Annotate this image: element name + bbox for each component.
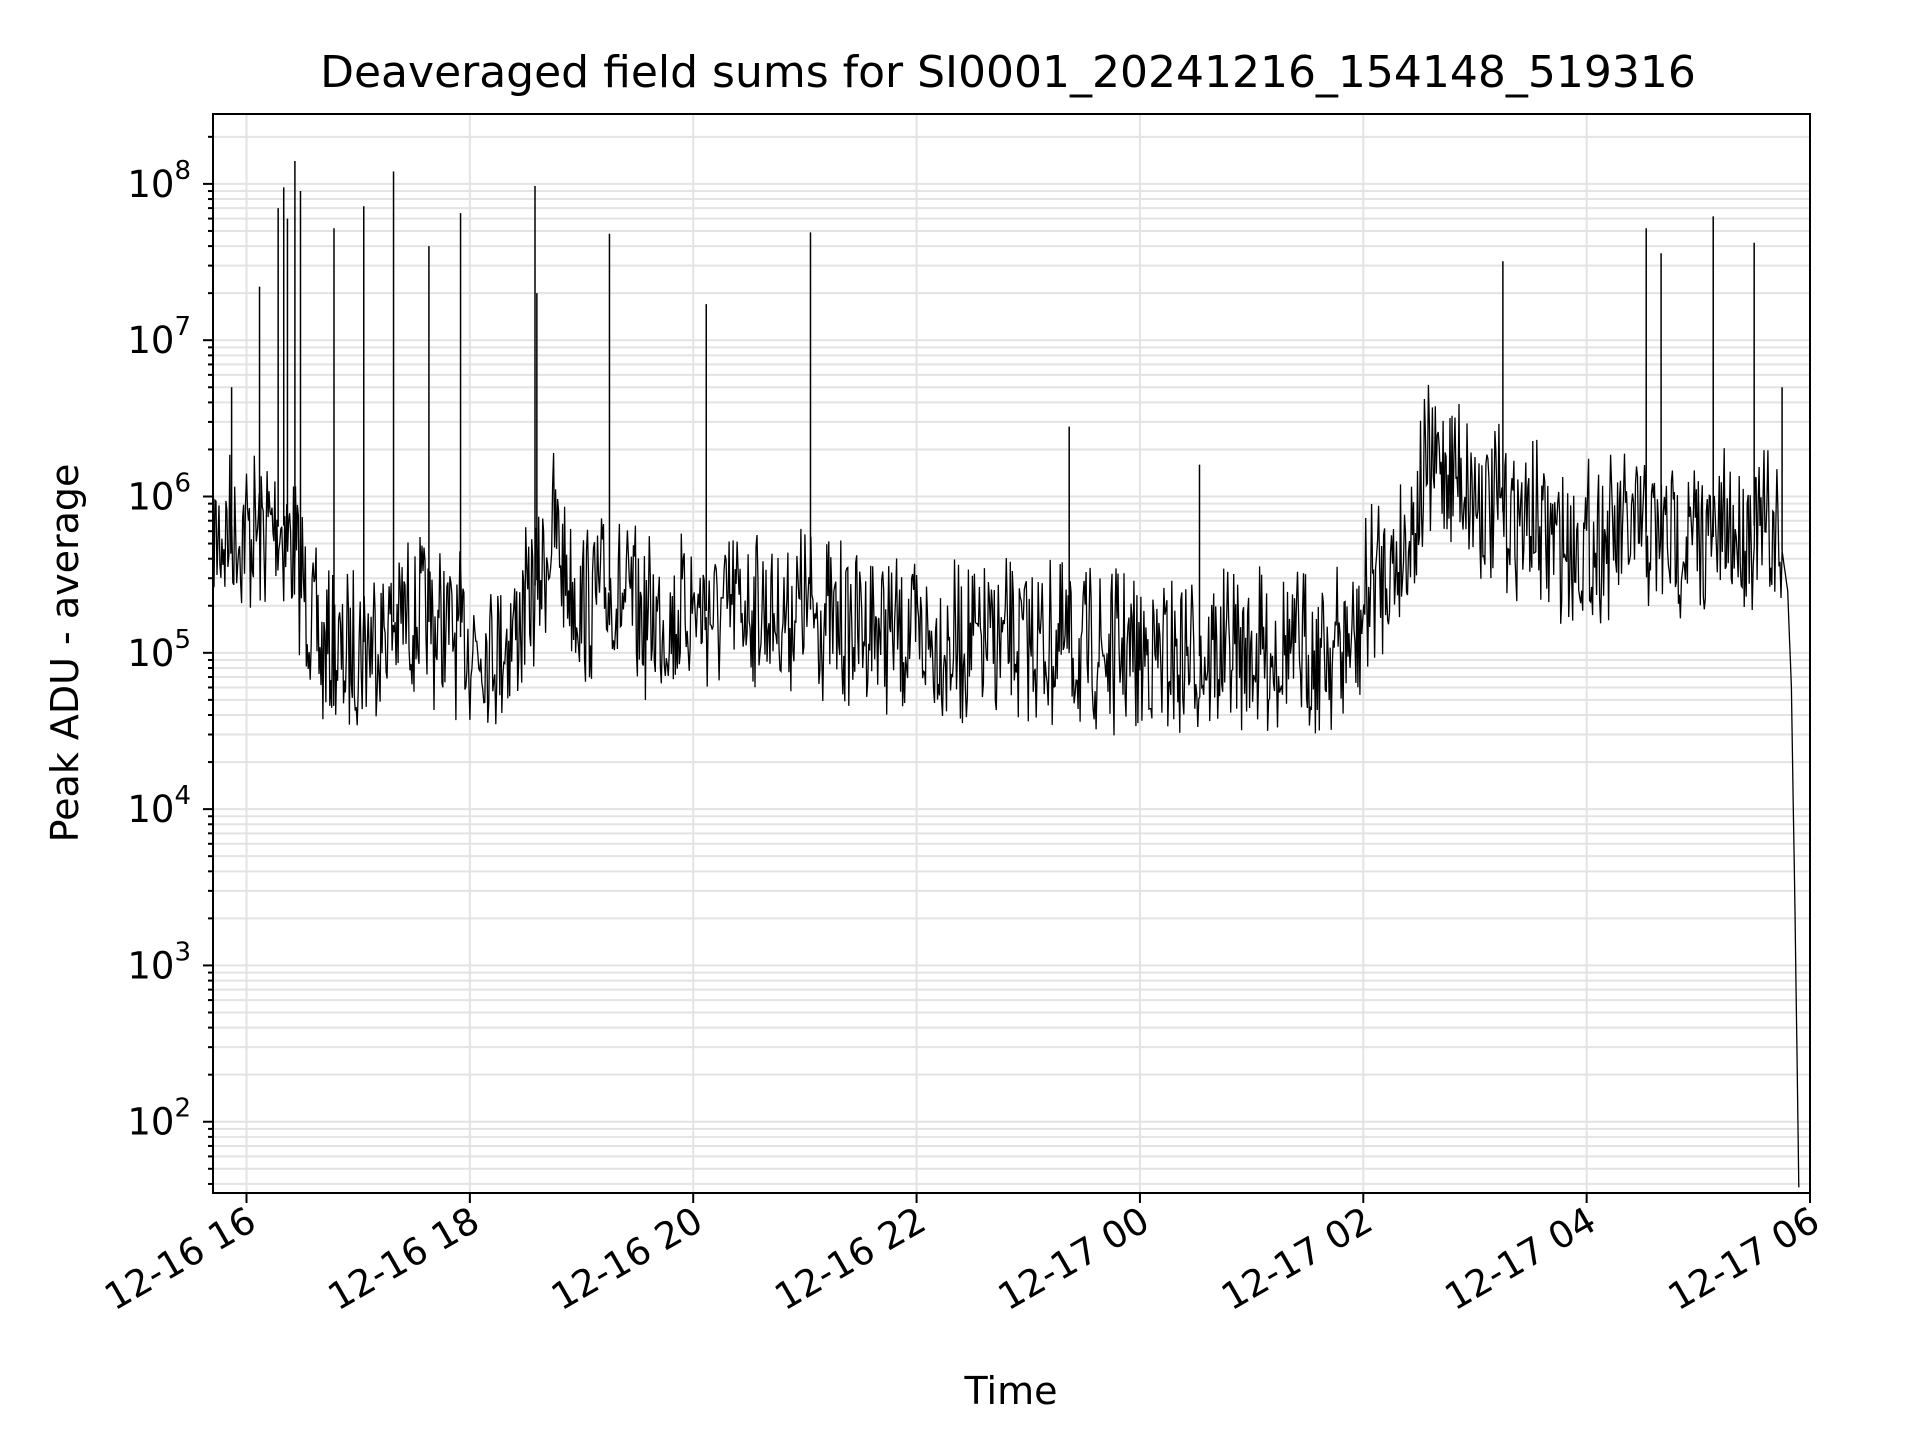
- x-axis: 12-16 16 12-16 18 12-16 20 12-16 22 12-17 00…: [97, 1193, 1827, 1319]
- y-tick-base: 10: [127, 163, 174, 206]
- plot-area: [213, 161, 1800, 1188]
- x-tick-label: 12-17 02: [1214, 1199, 1380, 1319]
- series-line: [213, 384, 1800, 1188]
- y-tick-label: 103: [127, 937, 191, 987]
- y-tick-label: 106: [127, 469, 191, 519]
- y-tick-exponent: 6: [174, 469, 191, 499]
- y-axis-label: Peak ADU - average: [43, 464, 87, 843]
- y-tick-label: 105: [127, 625, 191, 675]
- y-tick-base: 10: [127, 788, 174, 831]
- x-tick-label: 12-17 04: [1438, 1199, 1604, 1319]
- y-tick-exponent: 3: [174, 937, 191, 967]
- y-tick-label: 107: [127, 312, 191, 362]
- y-tick-base: 10: [127, 944, 174, 987]
- y-tick-exponent: 4: [174, 781, 191, 811]
- y-tick-base: 10: [127, 632, 174, 675]
- x-tick-label: 12-16 22: [768, 1199, 934, 1319]
- x-tick-label: 12-16 18: [321, 1199, 487, 1319]
- x-axis-label: Time: [964, 1369, 1058, 1413]
- x-tick-label: 12-16 20: [544, 1199, 710, 1319]
- y-tick-label: 104: [127, 781, 191, 831]
- chart-title: Deaveraged field sums for SI0001_2024121…: [320, 47, 1696, 98]
- y-tick-label: 102: [127, 1094, 191, 1144]
- y-tick-exponent: 5: [174, 625, 191, 655]
- y-tick-base: 10: [127, 319, 174, 362]
- x-tick-label: 12-16 16: [97, 1199, 263, 1319]
- y-tick-base: 10: [127, 1101, 174, 1144]
- grid: [213, 114, 1811, 1193]
- y-tick-exponent: 7: [174, 312, 191, 342]
- x-tick-label: 12-17 00: [991, 1199, 1157, 1319]
- y-tick-label: 108: [127, 156, 191, 206]
- y-tick-base: 10: [127, 476, 174, 519]
- y-tick-exponent: 2: [174, 1094, 191, 1124]
- x-tick-label: 12-17 06: [1661, 1199, 1827, 1319]
- y-tick-exponent: 8: [174, 156, 191, 186]
